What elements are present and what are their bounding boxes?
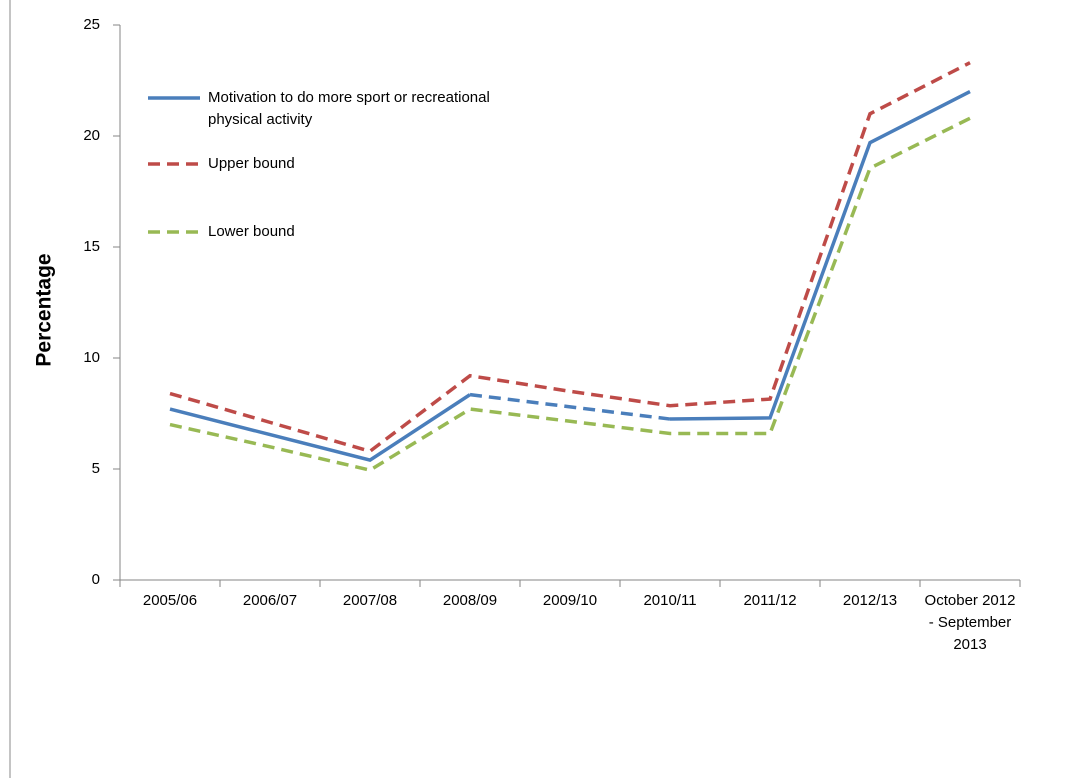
x-tick-label: 2007/08 <box>342 592 398 609</box>
x-tick-label: October 2012 - September 2013 <box>924 592 1016 653</box>
x-tick-label: 2009/10 <box>542 592 598 609</box>
x-tick-label-box: 2010/11 <box>643 592 697 609</box>
y-tick-label: 10 <box>83 349 100 366</box>
series-line <box>169 116 971 472</box>
x-tick-label: 2006/07 <box>242 592 298 609</box>
legend-label: Upper bound <box>208 155 295 172</box>
x-tick-label-box: 2005/06 <box>142 592 198 609</box>
y-tick-label: 0 <box>92 571 100 588</box>
series-line <box>669 90 971 421</box>
x-tick-label-box: 2009/10 <box>542 592 598 609</box>
legend-label: Lower bound <box>208 223 295 240</box>
y-tick-label: 25 <box>83 16 100 33</box>
x-tick-label: 2005/06 <box>142 592 198 609</box>
x-tick-label: 2011/12 <box>743 592 797 609</box>
chart-border <box>9 0 11 783</box>
x-tick-label: 2012/13 <box>842 592 898 609</box>
x-tick-label-box: 2008/09 <box>442 592 498 609</box>
legend-label: Motivation to do more sport or recreatio… <box>208 89 490 128</box>
series-line <box>169 61 971 454</box>
y-axis-label: Percentage <box>33 253 56 366</box>
y-tick-label: 20 <box>83 127 100 144</box>
x-tick-label-box: 2012/13 <box>842 592 898 609</box>
legend-label-box: Motivation to do more sport or recreatio… <box>208 89 490 128</box>
x-tick-label-box: 2006/07 <box>242 592 298 609</box>
y-tick-label: 15 <box>83 238 100 255</box>
x-tick-label: 2008/09 <box>442 592 498 609</box>
x-tick-label-box: 2011/12 <box>743 592 797 609</box>
x-tick-label-box: 2007/08 <box>342 592 398 609</box>
y-tick-label: 5 <box>92 460 100 477</box>
legend-label-box: Upper bound <box>208 155 295 172</box>
x-tick-label: 2010/11 <box>643 592 697 609</box>
x-tick-label-box: October 2012 - September 2013 <box>924 592 1016 653</box>
series-line <box>169 393 471 463</box>
legend-label-box: Lower bound <box>208 223 295 240</box>
gap-bridge <box>469 392 671 421</box>
